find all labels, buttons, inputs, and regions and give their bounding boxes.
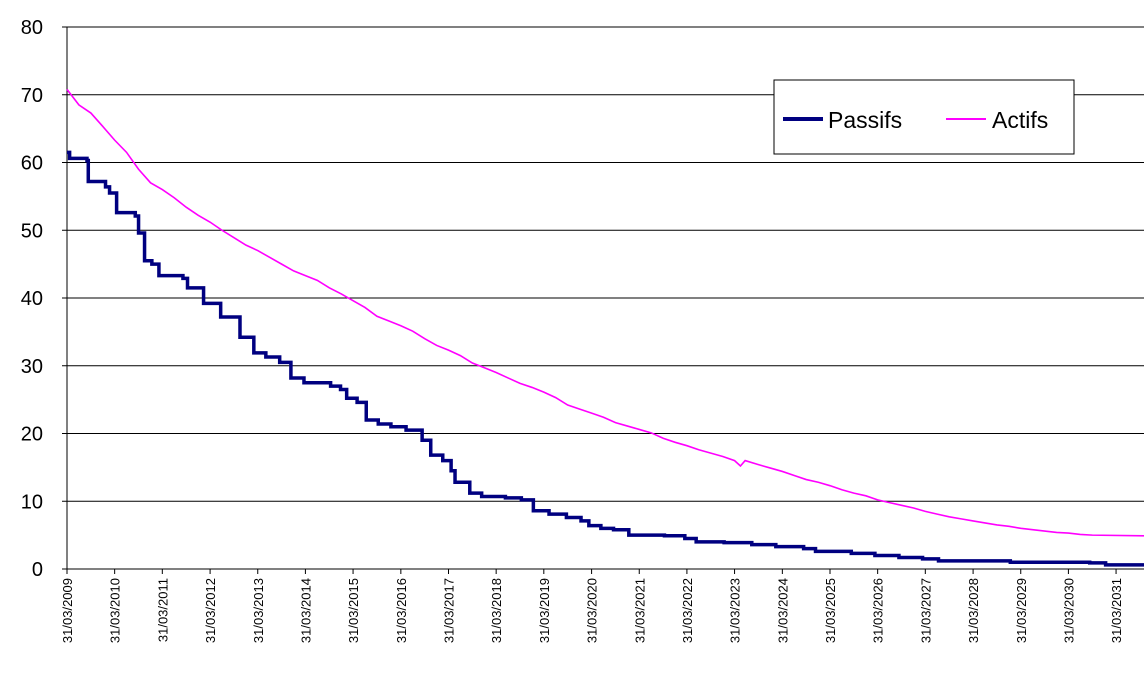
x-tick-label: 31/03/2026 xyxy=(871,578,886,643)
y-tick-label: 10 xyxy=(21,491,43,513)
legend-label-actifs: Actifs xyxy=(992,107,1048,133)
y-tick-label: 70 xyxy=(21,85,43,107)
legend-label-passifs: Passifs xyxy=(828,107,902,133)
y-tick-label: 40 xyxy=(21,288,43,310)
x-tick-labels: 31/03/2009 31/03/2010 31/03/2011 31/03/2012… xyxy=(60,578,1124,643)
x-tick-label: 31/03/2013 xyxy=(251,578,266,643)
x-tick-label: 31/03/2031 xyxy=(1109,578,1124,643)
x-tick-label: 31/03/2028 xyxy=(966,578,981,643)
y-tick-labels: 0 10 20 30 40 50 60 70 80 xyxy=(21,17,43,581)
x-tick-label: 31/03/2012 xyxy=(203,578,218,643)
x-tick-label: 31/03/2017 xyxy=(442,578,457,643)
gridlines xyxy=(67,26,1144,502)
series-line-passifs xyxy=(67,150,1144,567)
x-tick-label: 31/03/2030 xyxy=(1061,578,1076,643)
x-tick-label: 31/03/2020 xyxy=(585,578,600,643)
y-tick-label: 60 xyxy=(21,153,43,175)
legend: Passifs Actifs xyxy=(773,79,1075,155)
x-tick-label: 31/03/2025 xyxy=(823,578,838,643)
series-lines xyxy=(66,88,1144,567)
y-tick-label: 30 xyxy=(21,356,43,378)
series-line-actifs xyxy=(66,88,1144,537)
x-tick-label: 31/03/2029 xyxy=(1014,578,1029,643)
x-tick-label: 31/03/2024 xyxy=(775,578,790,643)
x-tick-label: 31/03/2027 xyxy=(918,578,933,643)
y-tick-label: 20 xyxy=(21,424,43,446)
x-tick-label: 31/03/2011 xyxy=(155,578,170,642)
x-tick-label: 31/03/2014 xyxy=(298,578,313,643)
x-tick-label: 31/03/2016 xyxy=(394,578,409,643)
x-tick-label: 31/03/2023 xyxy=(728,578,743,643)
y-tick-label: 80 xyxy=(21,17,43,39)
y-tick-label: 50 xyxy=(21,220,43,242)
x-tick-label: 31/03/2018 xyxy=(489,578,504,643)
y-tick-label: 0 xyxy=(32,559,43,581)
x-tick-label: 31/03/2021 xyxy=(632,578,647,643)
x-tick-label: 31/03/2019 xyxy=(537,578,552,643)
x-tick-label: 31/03/2010 xyxy=(108,578,123,643)
axes xyxy=(62,26,1144,574)
x-tick-label: 31/03/2015 xyxy=(346,578,361,643)
x-tick-label: 31/03/2022 xyxy=(680,578,695,643)
x-tick-label: 31/03/2009 xyxy=(60,578,75,643)
legend-box xyxy=(773,79,1075,155)
